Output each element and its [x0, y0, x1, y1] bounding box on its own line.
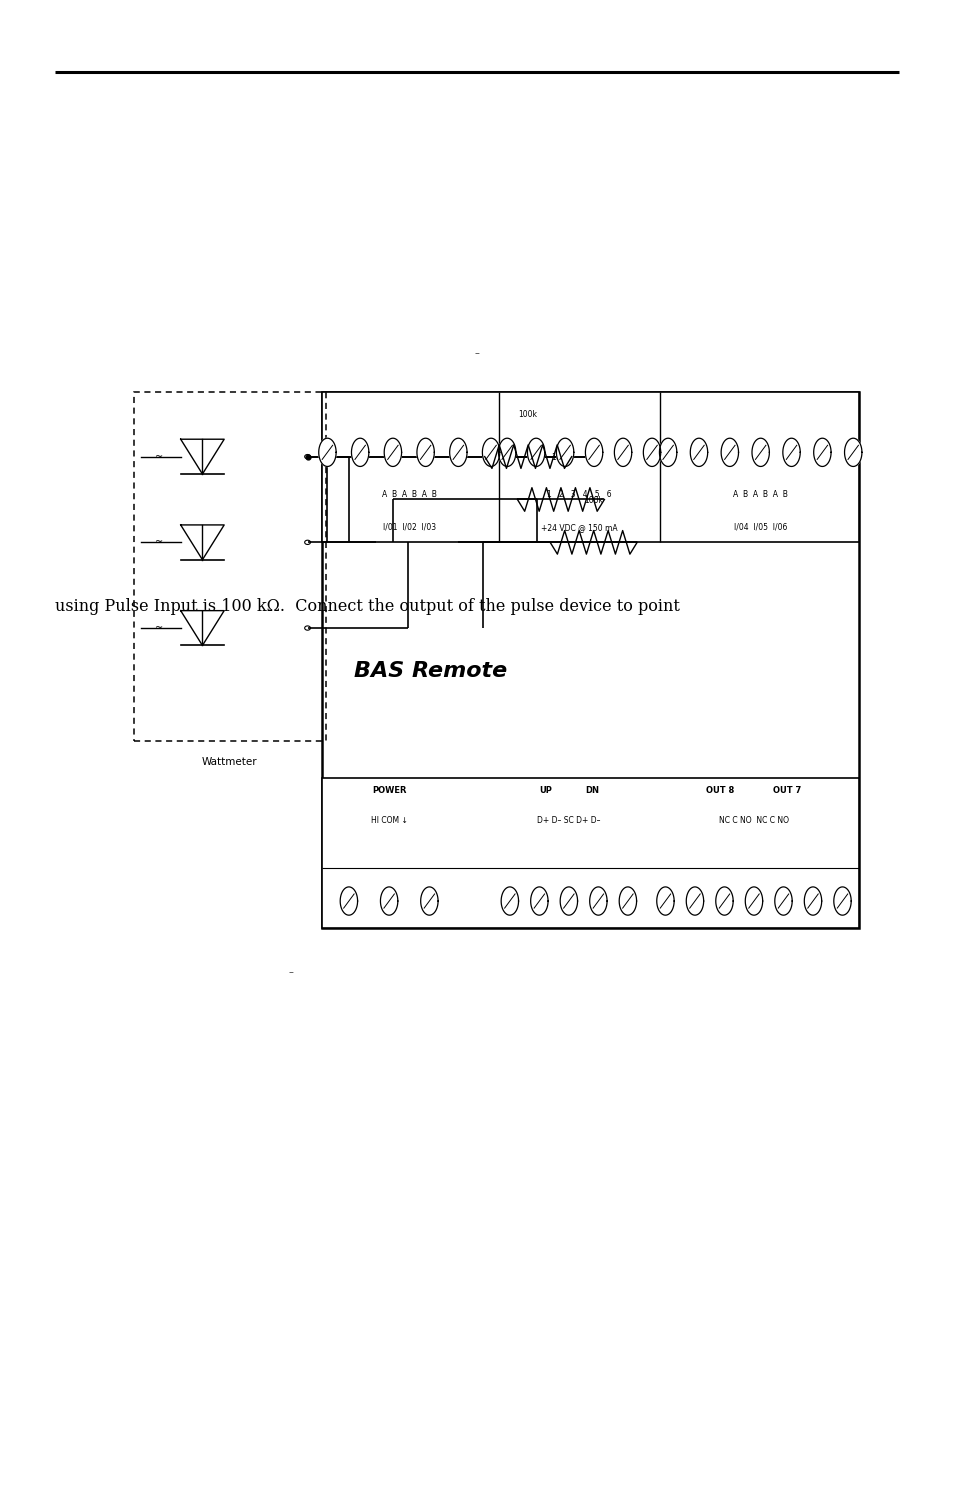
- Polygon shape: [180, 611, 224, 646]
- Polygon shape: [774, 887, 791, 914]
- Polygon shape: [782, 438, 800, 466]
- Text: OUT 7: OUT 7: [773, 786, 801, 795]
- Text: A  B  A  B  A  B: A B A B A B: [381, 490, 436, 499]
- Text: 100k: 100k: [551, 453, 570, 462]
- Polygon shape: [384, 438, 401, 466]
- Bar: [322, 779, 858, 928]
- Polygon shape: [589, 887, 606, 914]
- Text: using Pulse Input is 100 kΩ.  Connect the output of the pulse device to point: using Pulse Input is 100 kΩ. Connect the…: [55, 598, 679, 616]
- Bar: [133, 392, 325, 741]
- Text: I/01  I/02  I/03: I/01 I/02 I/03: [382, 522, 436, 531]
- Polygon shape: [803, 887, 821, 914]
- Polygon shape: [659, 438, 676, 466]
- Polygon shape: [744, 887, 761, 914]
- Polygon shape: [527, 438, 544, 466]
- Text: DN: DN: [585, 786, 598, 795]
- Polygon shape: [180, 439, 224, 474]
- Bar: [322, 392, 858, 928]
- Text: UP: UP: [538, 786, 551, 795]
- Text: 100k: 100k: [518, 410, 537, 420]
- Text: 100k: 100k: [583, 496, 602, 506]
- Polygon shape: [318, 438, 335, 466]
- Polygon shape: [720, 438, 738, 466]
- Text: POWER: POWER: [372, 786, 406, 795]
- Polygon shape: [500, 887, 518, 914]
- Text: OUT 8: OUT 8: [705, 786, 734, 795]
- Polygon shape: [416, 438, 434, 466]
- Polygon shape: [685, 887, 703, 914]
- Polygon shape: [715, 887, 733, 914]
- Text: D+ D– SC D+ D–: D+ D– SC D+ D–: [537, 815, 600, 824]
- Text: ~: ~: [154, 537, 163, 548]
- Polygon shape: [498, 438, 516, 466]
- Text: HI COM ↓: HI COM ↓: [371, 815, 407, 824]
- Text: ~: ~: [154, 623, 163, 634]
- Polygon shape: [420, 887, 437, 914]
- Polygon shape: [690, 438, 707, 466]
- Text: NC C NO  NC C NO: NC C NO NC C NO: [719, 815, 788, 824]
- Polygon shape: [340, 887, 357, 914]
- Polygon shape: [614, 438, 631, 466]
- Text: ~: ~: [154, 451, 163, 462]
- Polygon shape: [751, 438, 768, 466]
- Text: A  B  A  B  A  B: A B A B A B: [733, 490, 787, 499]
- Polygon shape: [813, 438, 830, 466]
- Polygon shape: [559, 887, 577, 914]
- Text: I/04  I/05  I/06: I/04 I/05 I/06: [733, 522, 786, 531]
- Polygon shape: [180, 525, 224, 560]
- Polygon shape: [585, 438, 602, 466]
- Text: BAS Remote: BAS Remote: [354, 661, 507, 681]
- Text: –: –: [474, 349, 479, 358]
- Polygon shape: [449, 438, 467, 466]
- Text: Wattmeter: Wattmeter: [202, 758, 257, 767]
- Polygon shape: [482, 438, 499, 466]
- Polygon shape: [656, 887, 674, 914]
- Polygon shape: [530, 887, 547, 914]
- Text: 1   2   3   4   5   6: 1 2 3 4 5 6: [547, 490, 611, 499]
- Polygon shape: [642, 438, 660, 466]
- Text: +24 VDC @ 150 mA: +24 VDC @ 150 mA: [540, 522, 618, 531]
- Polygon shape: [351, 438, 369, 466]
- Polygon shape: [833, 887, 850, 914]
- Polygon shape: [556, 438, 573, 466]
- Polygon shape: [843, 438, 861, 466]
- Bar: [322, 392, 858, 542]
- Polygon shape: [380, 887, 397, 914]
- Text: –: –: [288, 967, 294, 976]
- Polygon shape: [618, 887, 636, 914]
